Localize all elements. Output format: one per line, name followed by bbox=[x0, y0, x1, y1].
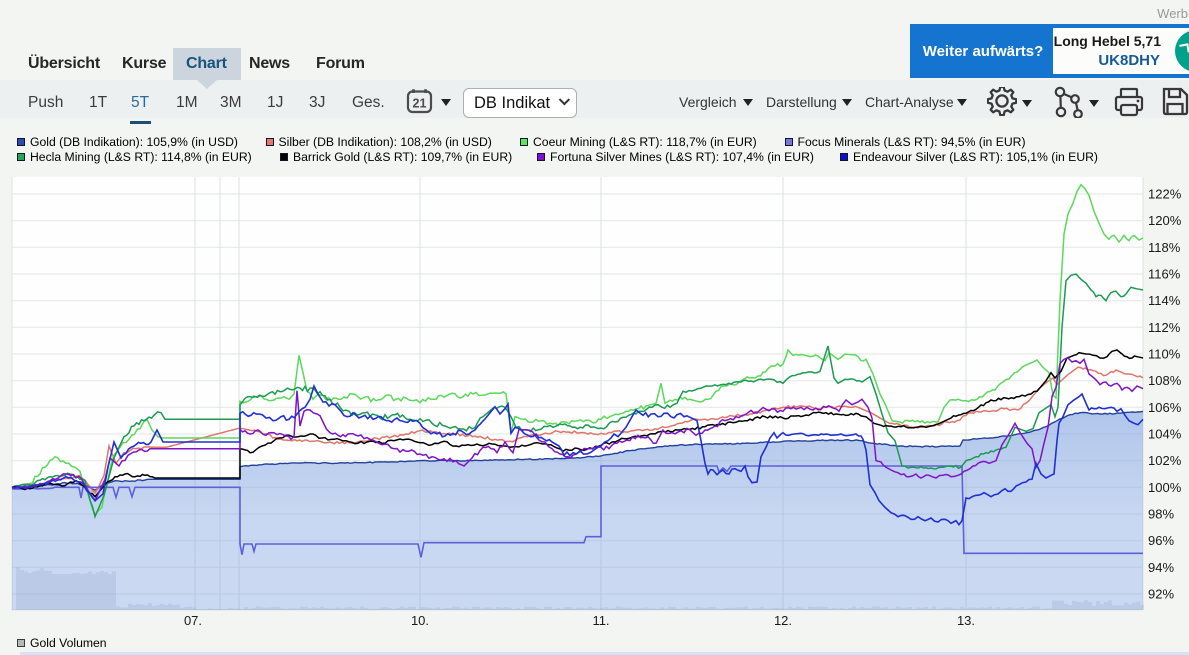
svg-text:114%: 114% bbox=[1148, 293, 1181, 308]
svg-text:11.: 11. bbox=[592, 613, 609, 628]
svg-text:100%: 100% bbox=[1148, 480, 1182, 495]
svg-text:122%: 122% bbox=[1148, 187, 1182, 202]
svg-text:110%: 110% bbox=[1148, 347, 1181, 362]
svg-text:21: 21 bbox=[413, 97, 427, 111]
svg-text:106%: 106% bbox=[1148, 400, 1182, 415]
svg-text:96%: 96% bbox=[1148, 533, 1174, 548]
svg-text:112%: 112% bbox=[1148, 320, 1181, 335]
svg-text:07.: 07. bbox=[184, 613, 202, 628]
svg-text:102%: 102% bbox=[1148, 453, 1182, 468]
svg-text:12.: 12. bbox=[774, 613, 792, 628]
svg-text:94%: 94% bbox=[1148, 560, 1174, 575]
svg-text:98%: 98% bbox=[1148, 507, 1174, 522]
svg-text:104%: 104% bbox=[1148, 427, 1182, 442]
svg-text:108%: 108% bbox=[1148, 373, 1182, 388]
svg-text:13.: 13. bbox=[957, 613, 975, 628]
svg-text:118%: 118% bbox=[1148, 240, 1181, 255]
svg-text:120%: 120% bbox=[1148, 213, 1182, 228]
svg-text:10.: 10. bbox=[411, 613, 429, 628]
svg-text:92%: 92% bbox=[1148, 587, 1174, 602]
svg-text:116%: 116% bbox=[1148, 267, 1181, 282]
